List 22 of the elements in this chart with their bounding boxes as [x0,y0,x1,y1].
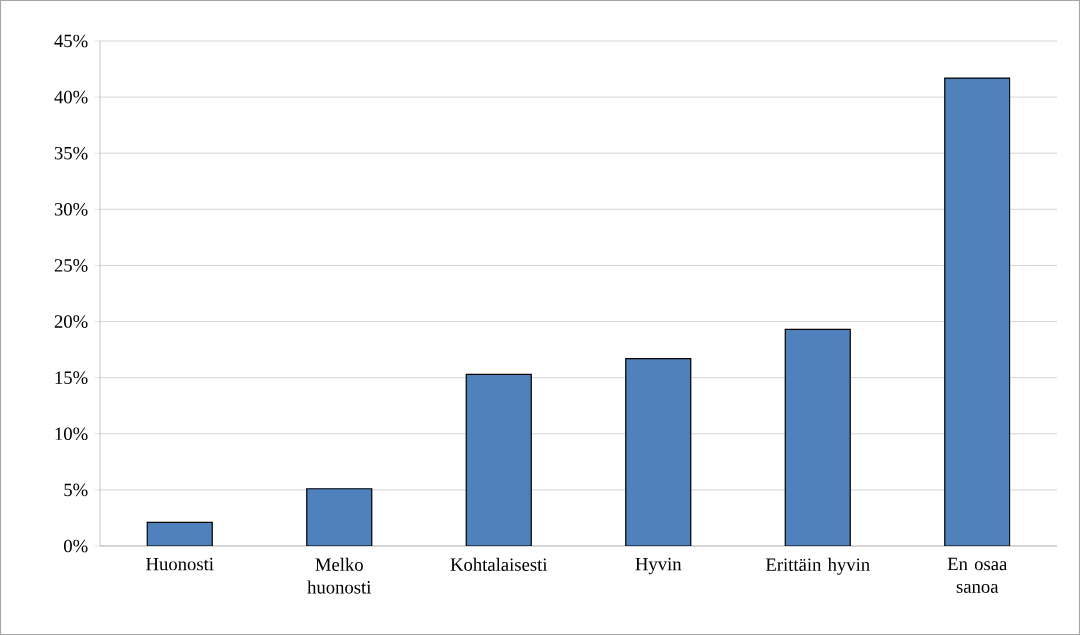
bar [784,328,851,546]
x-tick-label: Hyvin [635,557,682,575]
x-tick-label: Huonosti [146,557,214,571]
y-tick-label: 35% [54,146,88,160]
bar [465,373,532,546]
bar [146,521,213,546]
y-tick-label: 40% [54,90,88,104]
bar [625,357,692,546]
x-tick-label: En osaa sanoa [947,557,1008,593]
x-tick-label: Kohtalaisesti [450,557,548,571]
y-tick-label: 45% [54,34,88,48]
x-tick-label: Erittäin hyvin [765,557,870,575]
y-tick-label: 15% [55,371,88,384]
y-tick-label: 5% [64,483,88,497]
bar [944,77,1011,546]
x-tick-label: Melko huonosti [307,557,372,594]
y-tick-label: 20% [54,315,88,328]
y-tick-label: 30% [54,202,88,216]
y-tick-label: 10% [55,427,88,441]
bar [306,488,373,546]
y-tick-label: 25% [54,259,88,272]
y-tick-label: 0% [64,539,88,553]
